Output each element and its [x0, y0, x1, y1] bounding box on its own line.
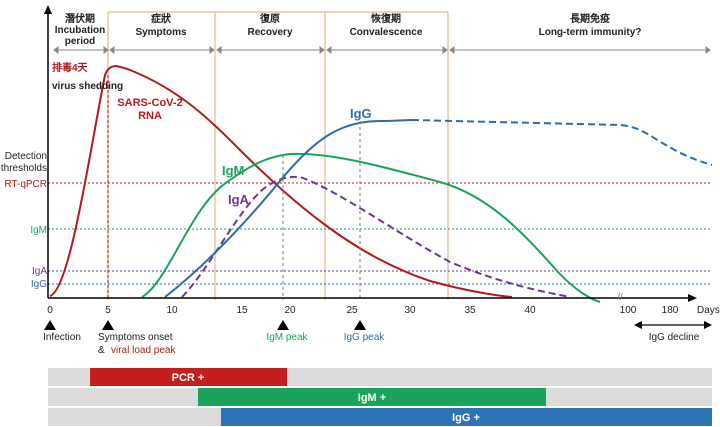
igg-label: IgG [350, 106, 372, 121]
pcr-bar-label: PCR + [172, 372, 205, 384]
tick-label: 100 [620, 305, 637, 316]
phase-arrows [53, 46, 711, 54]
viral-peak-prefix: & [98, 345, 105, 356]
phase-recovery-en: Recovery [247, 27, 292, 38]
infection-triangle [44, 320, 56, 330]
igm-bar-label: IgM + [358, 392, 386, 404]
tick-label: 30 [404, 305, 416, 316]
phase-symptoms-zh: 症狀 [151, 12, 172, 25]
igm-label: IgM [222, 163, 244, 178]
phase-convalescence-zh: 恢復期 [371, 12, 401, 25]
y-axis-arrow [44, 5, 52, 14]
phase-incubation-en: Incubation [55, 25, 106, 36]
igg-decline-arrow-right [704, 321, 712, 329]
phase-longterm-en: Long-term immunity? [539, 27, 642, 38]
thresholds-heading-1: Detection [5, 151, 47, 162]
symptoms-triangle [102, 320, 114, 330]
tick-label: 35 [464, 305, 476, 316]
shedding-label-zh: 排毒4天 [52, 61, 89, 74]
igm-curve [141, 152, 601, 303]
symptoms-onset-label: Symptoms onset [98, 332, 173, 343]
tick-label: 40 [524, 305, 536, 316]
phase-recovery-zh: 復原 [259, 12, 280, 25]
rna-label-1: SARS-CoV-2 [117, 97, 182, 109]
tick-label: 5 [105, 305, 111, 316]
threshold-igg-label: IgG [31, 279, 47, 290]
axis-break-mark: // [617, 292, 623, 303]
threshold-iga-label: IgA [32, 266, 47, 277]
pcr-positive-bar [90, 368, 287, 386]
igg-peak-triangle [354, 320, 366, 330]
igm-peak-label: IgM peak [266, 332, 308, 343]
igm-positive-bar [198, 388, 546, 406]
x-axis-arrow [688, 294, 697, 302]
igg-peak-label: IgG peak [344, 332, 386, 343]
rna-curve [49, 65, 513, 298]
threshold-igm-label: IgM [30, 225, 47, 236]
iga-label: IgA [228, 192, 250, 207]
igg-curve-solid [164, 119, 413, 298]
threshold-rtqpcr-label: RT-qPCR [4, 179, 47, 190]
tick-label: 20 [284, 305, 296, 316]
tick-label: 0 [47, 305, 53, 316]
tick-label: 180 [662, 305, 679, 316]
axis-unit: Days [697, 305, 720, 316]
igg-bar-label: IgG + [452, 412, 480, 424]
viral-peak-label: viral load peak [111, 345, 176, 356]
rna-label-2: RNA [138, 110, 162, 122]
phase-longterm-zh: 長期免疫 [570, 12, 610, 25]
tick-label: 25 [346, 305, 358, 316]
igg-curve-dashed [411, 119, 713, 166]
tick-label: 10 [166, 305, 178, 316]
infection-label: Infection [43, 332, 81, 343]
igg-decline-arrow-left [634, 321, 642, 329]
phase-convalescence-en: Convalescence [350, 27, 423, 38]
phase-symptoms-en: Symptoms [135, 27, 187, 38]
phase-incubation-en2: period [65, 36, 96, 47]
shedding-label-en: virus shedding [52, 81, 123, 92]
igm-peak-triangle [277, 320, 289, 330]
igg-positive-bar [221, 408, 712, 426]
iga-curve [181, 175, 571, 298]
igg-decline-label: IgG decline [649, 332, 700, 343]
tick-label: 15 [236, 305, 248, 316]
thresholds-heading-2: thresholds [1, 163, 47, 174]
phase-incubation-zh: 潛伏期 [65, 12, 95, 25]
